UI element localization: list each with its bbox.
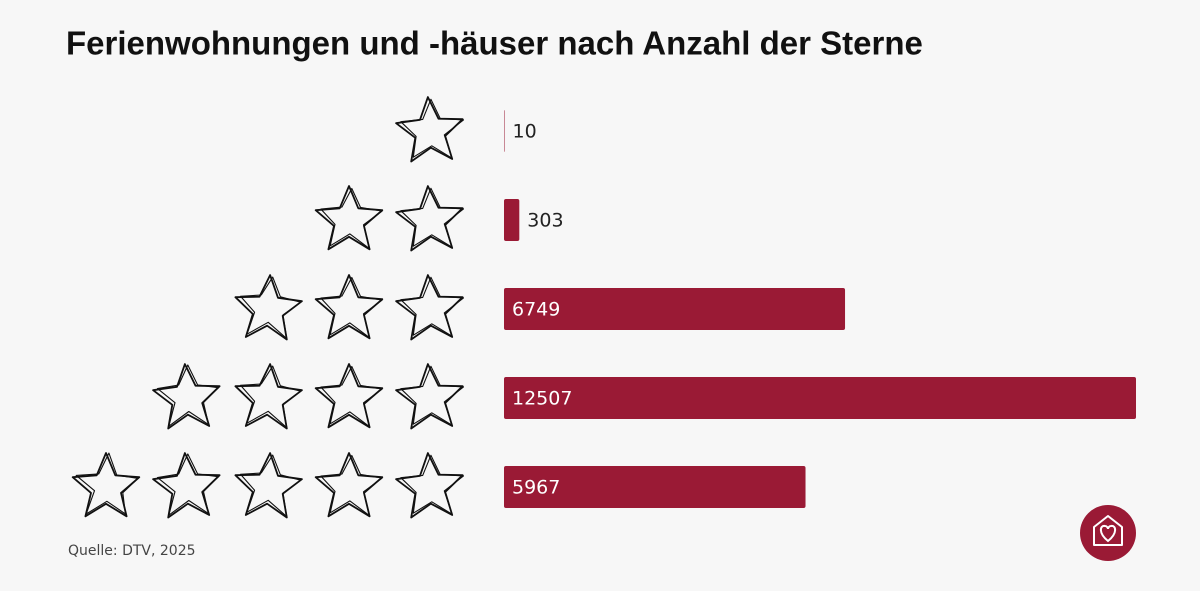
star-sketch [320, 365, 383, 428]
star-sketch [156, 364, 219, 427]
star-sketch [239, 276, 302, 340]
star-rating [152, 363, 465, 430]
bar [504, 377, 1136, 419]
value-label: 6749 [512, 299, 560, 321]
star-rating [395, 96, 465, 163]
bar [504, 466, 806, 508]
star-sketch [156, 453, 219, 516]
star [152, 363, 221, 430]
star-sketch [400, 454, 465, 515]
star-sketch [400, 365, 465, 426]
star-sketch [75, 452, 139, 515]
star-rating [234, 274, 465, 341]
value-label: 10 [513, 121, 537, 143]
star-sketch [239, 365, 302, 429]
value-label: 303 [527, 210, 563, 232]
source: Quelle: DTV, 2025 [68, 543, 196, 559]
star [71, 452, 141, 518]
star [152, 452, 221, 519]
star-sketch [320, 276, 383, 339]
chart-title: Ferienwohnungen und -häuser nach Anzahl … [66, 25, 923, 62]
star-sketch [400, 98, 465, 159]
star-rating [314, 185, 465, 252]
bar [504, 110, 505, 152]
value-label: 12507 [512, 388, 572, 410]
bar [504, 288, 846, 330]
star-sketch [400, 276, 465, 337]
star-sketch [320, 454, 383, 517]
star-rating [71, 452, 465, 519]
logo [1080, 505, 1136, 561]
star-sketch [400, 187, 465, 248]
star-sketch [239, 454, 302, 518]
bar [504, 199, 520, 241]
star-sketch [320, 187, 383, 250]
value-label: 5967 [512, 477, 560, 499]
